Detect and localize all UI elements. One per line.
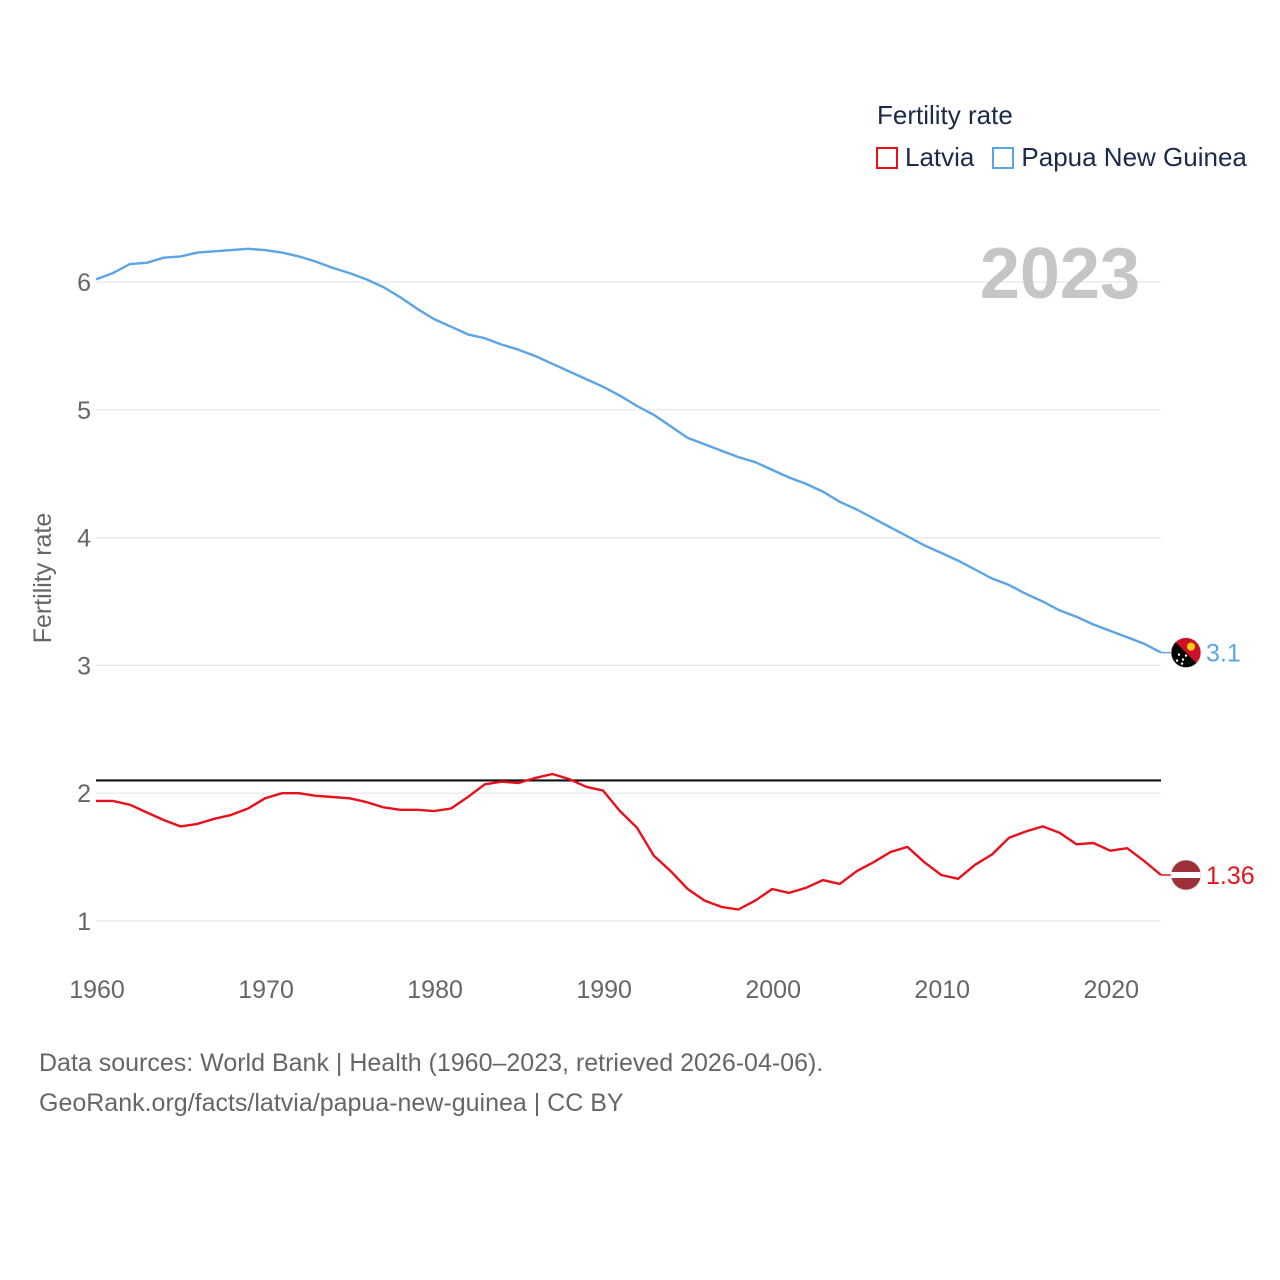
- grid-lines: [96, 281, 1161, 922]
- y-axis-label: Fertility rate: [29, 513, 57, 644]
- y-tick-label-2: 2: [77, 780, 91, 808]
- x-tick-label-2020: 2020: [1083, 976, 1139, 1004]
- x-tick-label-1990: 1990: [576, 976, 632, 1004]
- legend-title: Fertility rate: [877, 100, 1013, 130]
- legend-swatch-latvia: [876, 146, 898, 169]
- source-line: Data sources: World Bank | Health (1960–…: [39, 1049, 824, 1077]
- x-tick-label-1970: 1970: [238, 976, 294, 1004]
- end-label-latvia: 1.36: [1206, 862, 1255, 890]
- legend-item-latvia[interactable]: Latvia: [876, 142, 974, 173]
- legend-item-papua-new-guinea[interactable]: Papua New Guinea: [992, 142, 1247, 173]
- y-tick-label-5: 5: [77, 397, 91, 425]
- x-tick-label-2000: 2000: [745, 976, 801, 1004]
- x-tick-label-1960: 1960: [69, 976, 125, 1004]
- x-axis-tick-labels: 1960 1970 1980 1990 2000 2010 2020: [69, 976, 1139, 1004]
- x-tick-label-1980: 1980: [407, 976, 463, 1004]
- year-label: 2023: [980, 234, 1140, 314]
- y-tick-label-6: 6: [77, 269, 91, 297]
- series-lines: [95, 247, 1162, 911]
- end-markers: 1.36 3.1: [1161, 637, 1255, 891]
- legend: Latvia Papua New Guinea: [876, 142, 1265, 173]
- y-axis-tick-labels: 1 2 3 4 5 6: [77, 269, 91, 936]
- legend-swatch-papua-new-guinea: [992, 146, 1015, 169]
- legend-label-latvia: Latvia: [905, 142, 975, 172]
- papua-new-guinea-flag-icon: [1170, 637, 1202, 669]
- x-tick-label-2010: 2010: [914, 976, 970, 1004]
- series-line-papua-new-guinea: [95, 247, 1162, 654]
- source-url[interactable]: GeoRank.org/facts/latvia/papua-new-guine…: [39, 1089, 624, 1117]
- y-tick-label-3: 3: [77, 652, 91, 680]
- y-tick-label-1: 1: [77, 908, 91, 936]
- end-label-papua-new-guinea: 3.1: [1206, 640, 1241, 668]
- y-tick-label-4: 4: [77, 525, 91, 553]
- source-note: Data sources: World Bank | Health (1960–…: [39, 1043, 823, 1123]
- series-line-latvia: [96, 772, 1162, 911]
- legend-label-papua-new-guinea: Papua New Guinea: [1021, 142, 1247, 172]
- latvia-flag-icon: [1170, 859, 1202, 891]
